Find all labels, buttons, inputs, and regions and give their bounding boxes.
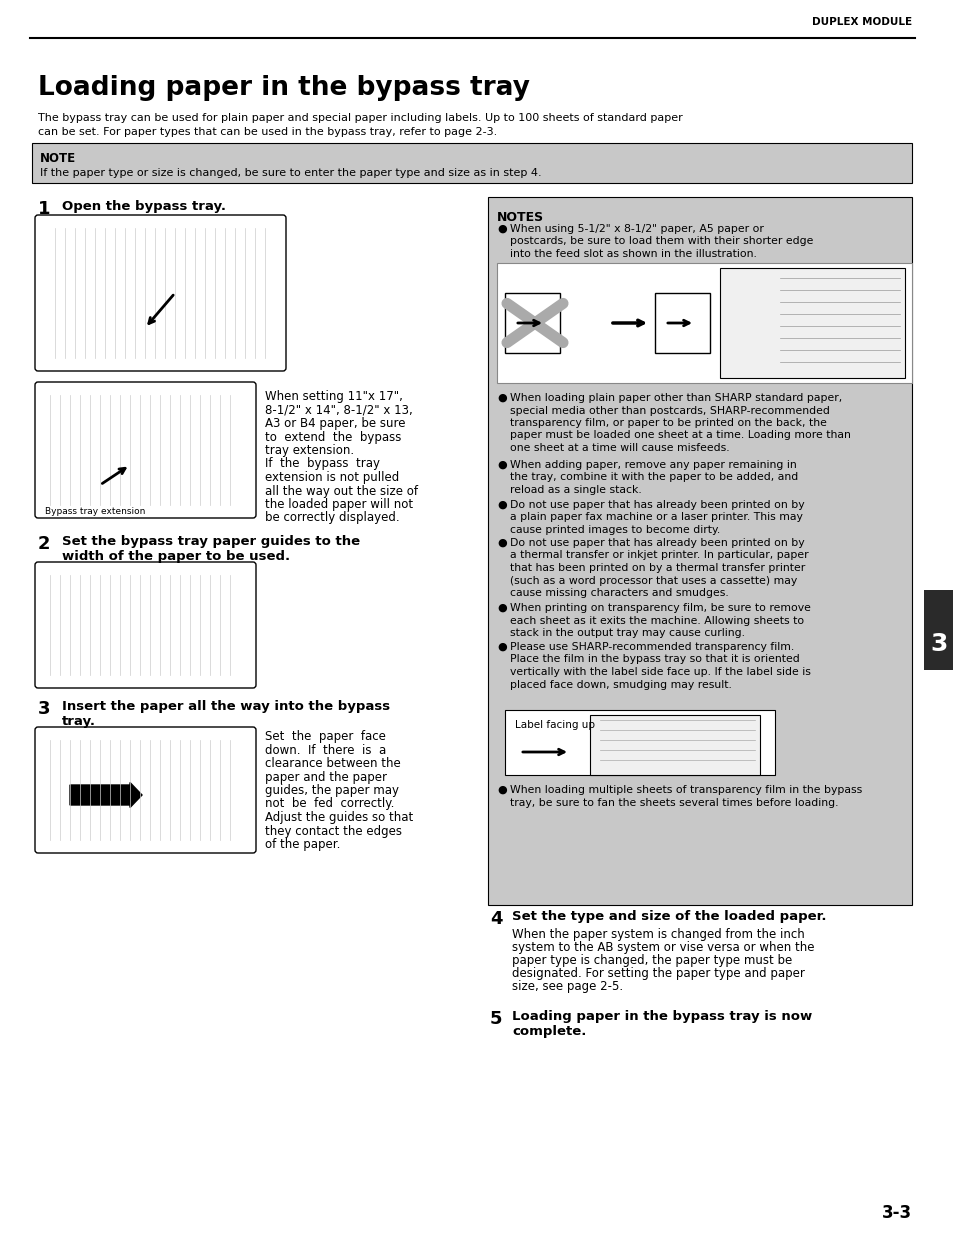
Text: paper must be loaded one sheet at a time. Loading more than: paper must be loaded one sheet at a time… [510, 431, 850, 441]
Text: NOTE: NOTE [40, 152, 76, 165]
Text: complete.: complete. [512, 1025, 586, 1037]
Text: DUPLEX MODULE: DUPLEX MODULE [811, 17, 911, 27]
Text: extension is not pulled: extension is not pulled [265, 471, 399, 484]
Text: 3-3: 3-3 [881, 1204, 911, 1221]
Text: transparency film, or paper to be printed on the back, the: transparency film, or paper to be printe… [510, 417, 826, 429]
Text: 2: 2 [38, 535, 51, 553]
Text: 8-1/2" x 14", 8-1/2" x 13,: 8-1/2" x 14", 8-1/2" x 13, [265, 404, 413, 416]
Text: tray extension.: tray extension. [265, 445, 354, 457]
Text: each sheet as it exits the machine. Allowing sheets to: each sheet as it exits the machine. Allo… [510, 615, 803, 625]
Text: not  be  fed  correctly.: not be fed correctly. [265, 798, 394, 810]
FancyBboxPatch shape [35, 562, 255, 688]
Text: that has been printed on by a thermal transfer printer: that has been printed on by a thermal tr… [510, 563, 804, 573]
Text: tray.: tray. [62, 715, 96, 727]
Bar [504, 293, 559, 353]
FancyArrow shape [70, 783, 142, 808]
Bar [504, 710, 774, 776]
Bar [923, 590, 953, 671]
Text: Place the film in the bypass tray so that it is oriented: Place the film in the bypass tray so tha… [510, 655, 799, 664]
Text: special media other than postcards, SHARP-recommended: special media other than postcards, SHAR… [510, 405, 829, 415]
Text: one sheet at a time will cause misfeeds.: one sheet at a time will cause misfeeds. [510, 443, 729, 453]
Text: all the way out the size of: all the way out the size of [265, 484, 417, 498]
Bar [589, 715, 760, 776]
Text: paper and the paper: paper and the paper [265, 771, 387, 783]
Text: When adding paper, remove any paper remaining in: When adding paper, remove any paper rema… [510, 459, 796, 471]
Text: Open the bypass tray.: Open the bypass tray. [62, 200, 226, 212]
Text: 4: 4 [490, 910, 502, 927]
Text: they contact the edges: they contact the edges [265, 825, 401, 837]
Text: 1: 1 [38, 200, 51, 219]
Text: If  the  bypass  tray: If the bypass tray [265, 457, 379, 471]
Text: Loading paper in the bypass tray: Loading paper in the bypass tray [38, 75, 530, 101]
Text: Set the bypass tray paper guides to the: Set the bypass tray paper guides to the [62, 535, 359, 548]
Bar [655, 293, 709, 353]
Text: cause missing characters and smudges.: cause missing characters and smudges. [510, 588, 728, 598]
Text: A3 or B4 paper, be sure: A3 or B4 paper, be sure [265, 417, 405, 430]
Text: down.  If  there  is  a: down. If there is a [265, 743, 386, 757]
Text: ●: ● [497, 785, 506, 795]
Text: can be set. For paper types that can be used in the bypass tray, refer to page 2: can be set. For paper types that can be … [38, 127, 497, 137]
Bar [488, 198, 911, 905]
Text: Loading paper in the bypass tray is now: Loading paper in the bypass tray is now [512, 1010, 811, 1023]
Text: ●: ● [497, 642, 506, 652]
Text: Bypass tray extension: Bypass tray extension [45, 508, 145, 516]
Text: 3: 3 [929, 632, 946, 656]
Text: vertically with the label side face up. If the label side is: vertically with the label side face up. … [510, 667, 810, 677]
FancyBboxPatch shape [35, 382, 255, 517]
Text: Insert the paper all the way into the bypass: Insert the paper all the way into the by… [62, 700, 390, 713]
Text: width of the paper to be used.: width of the paper to be used. [62, 550, 290, 563]
Text: stack in the output tray may cause curling.: stack in the output tray may cause curli… [510, 629, 744, 638]
Text: When printing on transparency film, be sure to remove: When printing on transparency film, be s… [510, 603, 810, 613]
Text: the tray, combine it with the paper to be added, and: the tray, combine it with the paper to b… [510, 473, 798, 483]
Text: designated. For setting the paper type and paper: designated. For setting the paper type a… [512, 967, 804, 981]
Text: If the paper type or size is changed, be sure to enter the paper type and size a: If the paper type or size is changed, be… [40, 168, 541, 178]
Text: When using 5-1/2" x 8-1/2" paper, A5 paper or: When using 5-1/2" x 8-1/2" paper, A5 pap… [510, 224, 763, 233]
Text: paper type is changed, the paper type must be: paper type is changed, the paper type mu… [512, 953, 791, 967]
Text: ●: ● [497, 224, 506, 233]
Text: the loaded paper will not: the loaded paper will not [265, 498, 413, 511]
Text: When loading multiple sheets of transparency film in the bypass: When loading multiple sheets of transpar… [510, 785, 862, 795]
Text: a plain paper fax machine or a laser printer. This may: a plain paper fax machine or a laser pri… [510, 513, 802, 522]
Text: system to the AB system or vise versa or when the: system to the AB system or vise versa or… [512, 941, 814, 953]
Text: Label facing up: Label facing up [515, 720, 595, 730]
Text: (such as a word processor that uses a cassette) may: (such as a word processor that uses a ca… [510, 576, 797, 585]
Text: 5: 5 [490, 1010, 502, 1028]
Text: ●: ● [497, 538, 506, 548]
Text: ●: ● [497, 393, 506, 403]
Text: When loading plain paper other than SHARP standard paper,: When loading plain paper other than SHAR… [510, 393, 841, 403]
Text: reload as a single stack.: reload as a single stack. [510, 485, 641, 495]
Text: ●: ● [497, 603, 506, 613]
Text: Set  the  paper  face: Set the paper face [265, 730, 385, 743]
Text: When setting 11"x 17",: When setting 11"x 17", [265, 390, 402, 403]
FancyBboxPatch shape [35, 727, 255, 853]
Bar [32, 143, 911, 183]
Text: 3: 3 [38, 700, 51, 718]
Text: size, see page 2-5.: size, see page 2-5. [512, 981, 622, 993]
Text: placed face down, smudging may result.: placed face down, smudging may result. [510, 679, 731, 689]
FancyBboxPatch shape [35, 215, 286, 370]
Text: NOTES: NOTES [497, 211, 543, 224]
Text: Do not use paper that has already been printed on by: Do not use paper that has already been p… [510, 500, 803, 510]
Text: ●: ● [497, 459, 506, 471]
Text: ●: ● [497, 500, 506, 510]
Text: be correctly displayed.: be correctly displayed. [265, 511, 399, 525]
Text: a thermal transfer or inkjet printer. In particular, paper: a thermal transfer or inkjet printer. In… [510, 551, 808, 561]
Text: tray, be sure to fan the sheets several times before loading.: tray, be sure to fan the sheets several … [510, 798, 838, 808]
Text: Set the type and size of the loaded paper.: Set the type and size of the loaded pape… [512, 910, 825, 923]
Text: The bypass tray can be used for plain paper and special paper including labels. : The bypass tray can be used for plain pa… [38, 112, 682, 124]
Bar [720, 268, 904, 378]
Text: postcards, be sure to load them with their shorter edge: postcards, be sure to load them with the… [510, 236, 813, 247]
Text: into the feed slot as shown in the illustration.: into the feed slot as shown in the illus… [510, 249, 756, 259]
Text: of the paper.: of the paper. [265, 839, 340, 851]
Text: Do not use paper that has already been printed on by: Do not use paper that has already been p… [510, 538, 803, 548]
Text: When the paper system is changed from the inch: When the paper system is changed from th… [512, 927, 804, 941]
Text: cause printed images to become dirty.: cause printed images to become dirty. [510, 525, 720, 535]
Text: guides, the paper may: guides, the paper may [265, 784, 398, 797]
Text: clearance between the: clearance between the [265, 757, 400, 769]
Text: Adjust the guides so that: Adjust the guides so that [265, 811, 413, 824]
Text: Please use SHARP-recommended transparency film.: Please use SHARP-recommended transparenc… [510, 642, 794, 652]
Bar [497, 263, 911, 383]
Text: to  extend  the  bypass: to extend the bypass [265, 431, 401, 443]
